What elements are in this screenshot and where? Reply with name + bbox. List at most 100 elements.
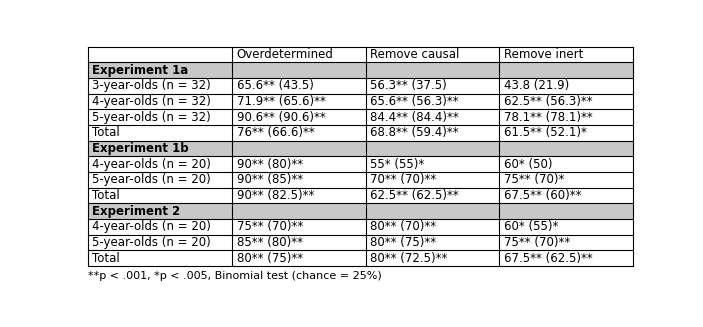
Text: Experiment 1a: Experiment 1a <box>92 64 188 77</box>
FancyBboxPatch shape <box>232 234 366 250</box>
FancyBboxPatch shape <box>232 110 366 125</box>
FancyBboxPatch shape <box>88 62 232 78</box>
FancyBboxPatch shape <box>366 203 499 219</box>
FancyBboxPatch shape <box>232 62 366 78</box>
FancyBboxPatch shape <box>499 94 633 110</box>
Text: 60* (50): 60* (50) <box>503 158 552 171</box>
Text: 5-year-olds (n = 32): 5-year-olds (n = 32) <box>92 111 211 124</box>
FancyBboxPatch shape <box>88 78 232 94</box>
Text: Total: Total <box>92 251 120 265</box>
FancyBboxPatch shape <box>232 203 366 219</box>
Text: 84.4** (84.4)**: 84.4** (84.4)** <box>370 111 459 124</box>
Text: Total: Total <box>92 189 120 202</box>
Text: 90** (85)**: 90** (85)** <box>237 173 303 186</box>
Text: 90.6** (90.6)**: 90.6** (90.6)** <box>237 111 325 124</box>
FancyBboxPatch shape <box>88 110 232 125</box>
Text: 67.5** (62.5)**: 67.5** (62.5)** <box>503 251 593 265</box>
FancyBboxPatch shape <box>366 110 499 125</box>
FancyBboxPatch shape <box>88 141 232 156</box>
FancyBboxPatch shape <box>366 78 499 94</box>
Text: 75** (70)**: 75** (70)** <box>503 236 570 249</box>
Text: 5-year-olds (n = 20): 5-year-olds (n = 20) <box>92 173 211 186</box>
FancyBboxPatch shape <box>88 203 232 219</box>
FancyBboxPatch shape <box>88 172 232 188</box>
FancyBboxPatch shape <box>499 110 633 125</box>
Text: Remove inert: Remove inert <box>503 48 583 61</box>
FancyBboxPatch shape <box>366 47 499 62</box>
Text: 56.3** (37.5): 56.3** (37.5) <box>370 79 447 93</box>
FancyBboxPatch shape <box>366 188 499 203</box>
Text: 76** (66.6)**: 76** (66.6)** <box>237 126 314 139</box>
Text: 60* (55)*: 60* (55)* <box>503 220 558 233</box>
FancyBboxPatch shape <box>499 141 633 156</box>
Text: 3-year-olds (n = 32): 3-year-olds (n = 32) <box>92 79 211 93</box>
Text: 5-year-olds (n = 20): 5-year-olds (n = 20) <box>92 236 211 249</box>
Text: Remove causal: Remove causal <box>370 48 460 61</box>
Text: Total: Total <box>92 126 120 139</box>
Text: 61.5** (52.1)*: 61.5** (52.1)* <box>503 126 586 139</box>
Text: 4-year-olds (n = 32): 4-year-olds (n = 32) <box>92 95 211 108</box>
FancyBboxPatch shape <box>499 62 633 78</box>
Text: 78.1** (78.1)**: 78.1** (78.1)** <box>503 111 593 124</box>
FancyBboxPatch shape <box>499 219 633 234</box>
FancyBboxPatch shape <box>366 125 499 141</box>
Text: 62.5** (62.5)**: 62.5** (62.5)** <box>370 189 459 202</box>
Text: 80** (75)**: 80** (75)** <box>370 236 437 249</box>
FancyBboxPatch shape <box>88 219 232 234</box>
Text: Overdetermined: Overdetermined <box>237 48 333 61</box>
Text: 75** (70)*: 75** (70)* <box>503 173 564 186</box>
FancyBboxPatch shape <box>232 47 366 62</box>
Text: 65.6** (43.5): 65.6** (43.5) <box>237 79 314 93</box>
FancyBboxPatch shape <box>499 188 633 203</box>
Text: 65.6** (56.3)**: 65.6** (56.3)** <box>370 95 459 108</box>
Text: **p < .001, *p < .005, Binomial test (chance = 25%): **p < .001, *p < .005, Binomial test (ch… <box>88 271 382 281</box>
FancyBboxPatch shape <box>499 172 633 188</box>
FancyBboxPatch shape <box>366 250 499 266</box>
Text: 4-year-olds (n = 20): 4-year-olds (n = 20) <box>92 220 211 233</box>
FancyBboxPatch shape <box>88 94 232 110</box>
Text: 71.9** (65.6)**: 71.9** (65.6)** <box>237 95 325 108</box>
FancyBboxPatch shape <box>366 94 499 110</box>
Text: 43.8 (21.9): 43.8 (21.9) <box>503 79 569 93</box>
Text: 4-year-olds (n = 20): 4-year-olds (n = 20) <box>92 158 211 171</box>
Text: 67.5** (60)**: 67.5** (60)** <box>503 189 581 202</box>
Text: 55* (55)*: 55* (55)* <box>370 158 425 171</box>
Text: 90** (82.5)**: 90** (82.5)** <box>237 189 314 202</box>
Text: 75** (70)**: 75** (70)** <box>237 220 303 233</box>
Text: 68.8** (59.4)**: 68.8** (59.4)** <box>370 126 459 139</box>
FancyBboxPatch shape <box>232 156 366 172</box>
FancyBboxPatch shape <box>366 156 499 172</box>
Text: Experiment 1b: Experiment 1b <box>92 142 189 155</box>
FancyBboxPatch shape <box>88 47 232 62</box>
FancyBboxPatch shape <box>366 141 499 156</box>
FancyBboxPatch shape <box>88 234 232 250</box>
FancyBboxPatch shape <box>88 188 232 203</box>
Text: 80** (75)**: 80** (75)** <box>237 251 303 265</box>
FancyBboxPatch shape <box>232 125 366 141</box>
FancyBboxPatch shape <box>232 78 366 94</box>
FancyBboxPatch shape <box>88 156 232 172</box>
FancyBboxPatch shape <box>499 234 633 250</box>
FancyBboxPatch shape <box>232 250 366 266</box>
Text: Experiment 2: Experiment 2 <box>92 205 181 217</box>
FancyBboxPatch shape <box>232 219 366 234</box>
FancyBboxPatch shape <box>232 172 366 188</box>
Text: 80** (70)**: 80** (70)** <box>370 220 437 233</box>
FancyBboxPatch shape <box>499 47 633 62</box>
FancyBboxPatch shape <box>499 125 633 141</box>
FancyBboxPatch shape <box>366 219 499 234</box>
FancyBboxPatch shape <box>366 62 499 78</box>
Text: 62.5** (56.3)**: 62.5** (56.3)** <box>503 95 592 108</box>
Text: 70** (70)**: 70** (70)** <box>370 173 437 186</box>
Text: 85** (80)**: 85** (80)** <box>237 236 302 249</box>
FancyBboxPatch shape <box>499 250 633 266</box>
FancyBboxPatch shape <box>499 203 633 219</box>
FancyBboxPatch shape <box>232 141 366 156</box>
Text: 80** (72.5)**: 80** (72.5)** <box>370 251 448 265</box>
FancyBboxPatch shape <box>232 188 366 203</box>
FancyBboxPatch shape <box>366 234 499 250</box>
FancyBboxPatch shape <box>232 94 366 110</box>
FancyBboxPatch shape <box>88 125 232 141</box>
Text: 90** (80)**: 90** (80)** <box>237 158 303 171</box>
FancyBboxPatch shape <box>366 172 499 188</box>
